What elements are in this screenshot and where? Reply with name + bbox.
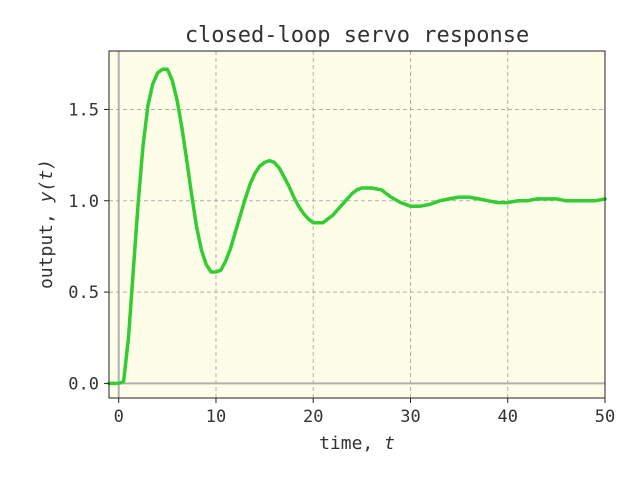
plot-frame xyxy=(108,50,606,399)
y-tick-label: 1.5 xyxy=(68,100,99,120)
y-tick-label: 0.0 xyxy=(68,374,99,394)
x-tick-label: 30 xyxy=(400,407,420,427)
x-axis-label: time, t xyxy=(319,433,395,454)
y-tick-label: 0.5 xyxy=(68,283,99,303)
x-axis-label-variable: t xyxy=(384,433,395,454)
x-axis-label-text: time, xyxy=(319,433,384,454)
chart-title: closed-loop servo response xyxy=(185,23,529,48)
axis-lines xyxy=(109,51,605,398)
x-tick-label: 10 xyxy=(206,407,226,427)
y-axis-label-text: output, xyxy=(36,202,57,289)
x-tick-label: 20 xyxy=(303,407,323,427)
x-tick-label: 0 xyxy=(114,407,124,427)
series-line xyxy=(107,67,607,386)
y-axis-label: output, y(t) xyxy=(36,159,57,289)
plot-area xyxy=(109,51,605,398)
y-axis-label-variable: y(t) xyxy=(36,159,57,203)
ticks: 0 10 20 30 40 50 0.0 0.5 1.0 1.5 xyxy=(68,100,615,427)
x-tick-label: 50 xyxy=(595,407,615,427)
x-tick-label: 40 xyxy=(498,407,518,427)
y-tick-label: 1.0 xyxy=(68,192,99,212)
series-layer xyxy=(107,67,607,386)
